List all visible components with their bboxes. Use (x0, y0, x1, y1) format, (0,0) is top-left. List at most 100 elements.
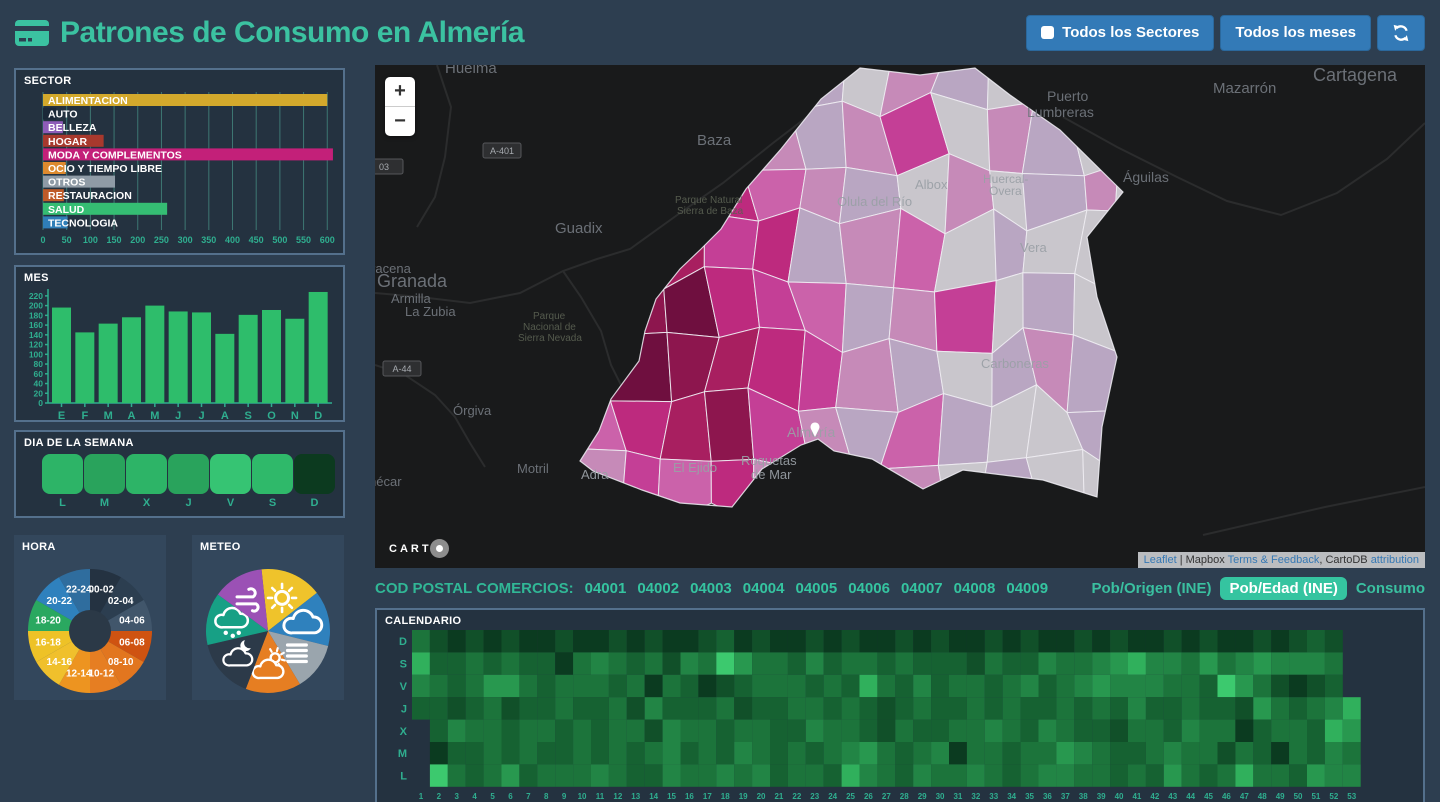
calendar-cell[interactable] (412, 674, 430, 698)
calendar-cell[interactable] (1056, 630, 1075, 653)
municipality-polygon[interactable] (710, 458, 755, 524)
calendar-cell[interactable] (447, 697, 466, 720)
calendar-cell[interactable] (465, 719, 484, 742)
calendar-cell[interactable] (1002, 630, 1021, 653)
calendar-cell[interactable] (555, 674, 574, 698)
calendar-cell[interactable] (537, 674, 556, 698)
calendar-cell[interactable] (734, 764, 753, 787)
calendar-cell[interactable] (1038, 764, 1057, 787)
calendar-cell[interactable] (716, 674, 735, 698)
calendar-cell[interactable] (429, 652, 448, 675)
calendar-cell[interactable] (429, 674, 448, 698)
calendar-cell[interactable] (823, 697, 842, 720)
calendar-cell[interactable] (555, 764, 574, 787)
calendar-cell[interactable] (429, 719, 448, 742)
calendar-cell[interactable] (1342, 764, 1361, 787)
calendar-cell[interactable] (770, 674, 788, 698)
calendar-cell[interactable] (1002, 742, 1021, 765)
calendar-cell[interactable] (573, 764, 591, 787)
calendar-cell[interactable] (913, 652, 932, 675)
calendar-cell[interactable] (1163, 764, 1182, 787)
attribution-link[interactable]: Terms & Feedback (1227, 554, 1320, 566)
calendar-cell[interactable] (698, 742, 717, 765)
calendar-cell[interactable] (465, 674, 484, 698)
calendar-cell[interactable] (698, 697, 717, 720)
calendar-cell[interactable] (877, 630, 896, 653)
calendar-cell[interactable] (1253, 742, 1272, 765)
calendar-cell[interactable] (644, 764, 663, 787)
calendar-cell[interactable] (465, 652, 484, 675)
calendar-cell[interactable] (913, 674, 932, 698)
calendar-cell[interactable] (591, 742, 609, 765)
calendar-cell[interactable] (1074, 697, 1093, 720)
cod-postal-link[interactable]: 04007 (900, 579, 943, 597)
calendar-cell[interactable] (644, 697, 663, 720)
calendar-cell[interactable] (931, 742, 949, 765)
attribution-link[interactable]: Leaflet (1143, 554, 1177, 566)
calendar-cell[interactable] (949, 674, 967, 698)
calendar-cell[interactable] (1271, 719, 1290, 742)
calendar-cell[interactable] (1163, 697, 1182, 720)
calendar-cell[interactable] (1253, 674, 1272, 698)
calendar-cell[interactable] (752, 719, 770, 742)
calendar-cell[interactable] (1253, 764, 1272, 787)
calendar-cell[interactable] (841, 764, 860, 787)
calendar-cell[interactable] (931, 674, 949, 698)
calendar-cell[interactable] (412, 652, 430, 675)
calendar-cell[interactable] (805, 719, 824, 742)
calendar-cell[interactable] (1002, 652, 1021, 675)
calendar-cell[interactable] (1110, 652, 1128, 675)
mes-bar[interactable] (262, 309, 281, 403)
calendar-cell[interactable] (859, 742, 878, 765)
cod-postal-link[interactable]: 04006 (848, 579, 890, 597)
calendar-cell[interactable] (1110, 630, 1128, 653)
calendar-cell[interactable] (1271, 630, 1290, 653)
calendar-cell[interactable] (913, 630, 932, 653)
calendar-cell[interactable] (931, 697, 949, 720)
calendar-cell[interactable] (626, 719, 645, 742)
calendar-cell[interactable] (1217, 697, 1236, 720)
calendar-cell[interactable] (1056, 697, 1075, 720)
calendar-cell[interactable] (1163, 630, 1182, 653)
calendar-cell[interactable] (1145, 674, 1164, 698)
calendar-cell[interactable] (1110, 697, 1128, 720)
calendar-cell[interactable] (608, 742, 627, 765)
calendar-cell[interactable] (1074, 742, 1093, 765)
calendar-cell[interactable] (787, 719, 806, 742)
calendar-cell[interactable] (1271, 697, 1290, 720)
calendar-cell[interactable] (698, 719, 717, 742)
calendar-cell[interactable] (1199, 719, 1218, 742)
municipality-polygon[interactable] (933, 279, 997, 354)
calendar-cell[interactable] (483, 697, 502, 720)
calendar-cell[interactable] (841, 697, 860, 720)
calendar-cell[interactable] (1163, 742, 1182, 765)
dia-square[interactable] (168, 454, 209, 494)
calendar-cell[interactable] (1020, 674, 1039, 698)
calendar-cell[interactable] (573, 719, 591, 742)
calendar-cell[interactable] (1235, 697, 1254, 720)
calendar-cell[interactable] (984, 719, 1003, 742)
calendar-cell[interactable] (734, 652, 753, 675)
toggle-pob-origen-ine-[interactable]: Pob/Origen (INE) (1091, 579, 1212, 597)
calendar-cell[interactable] (1074, 764, 1093, 787)
zoom-in-button[interactable]: + (385, 77, 415, 107)
calendar-cell[interactable] (608, 719, 627, 742)
calendar-cell[interactable] (805, 674, 824, 698)
calendar-cell[interactable] (1002, 674, 1021, 698)
calendar-cell[interactable] (716, 652, 735, 675)
calendar-cell[interactable] (1020, 742, 1039, 765)
calendar-cell[interactable] (447, 674, 466, 698)
calendar-cell[interactable] (1342, 719, 1361, 742)
calendar-cell[interactable] (1199, 674, 1218, 698)
calendar-cell[interactable] (966, 719, 985, 742)
calendar-cell[interactable] (805, 697, 824, 720)
calendar-cell[interactable] (1235, 742, 1254, 765)
calendar-cell[interactable] (519, 764, 538, 787)
calendar-cell[interactable] (770, 742, 788, 765)
dia-square[interactable] (42, 454, 83, 494)
calendar-cell[interactable] (1307, 719, 1325, 742)
calendar-cell[interactable] (1056, 652, 1075, 675)
calendar-cell[interactable] (1271, 674, 1290, 698)
toggle-pob-edad-ine-[interactable]: Pob/Edad (INE) (1220, 576, 1347, 600)
calendar-cell[interactable] (859, 652, 878, 675)
